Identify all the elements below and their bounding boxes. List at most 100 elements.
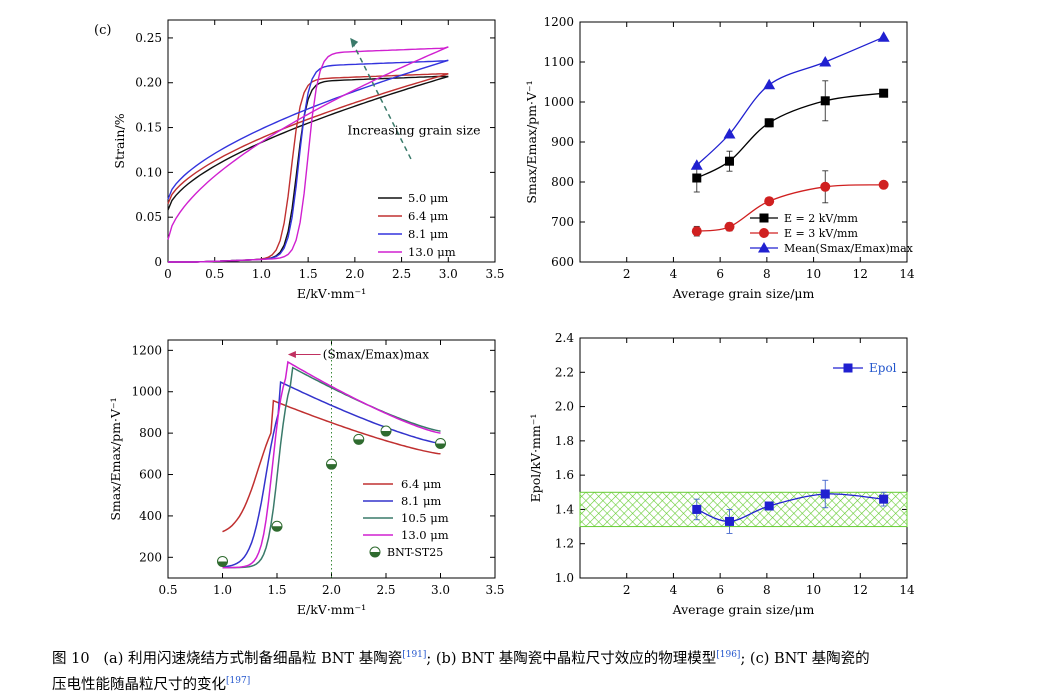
y-tick-label: 1100	[543, 55, 574, 69]
series-curve	[222, 399, 441, 533]
strain-annotation: Increasing grain size	[347, 123, 480, 138]
legend-label-6p4-m: 6.4 μm	[408, 209, 448, 223]
y-tick-label: 2.4	[555, 331, 574, 345]
data-point	[820, 489, 830, 499]
x-axis-label: E/kV·mm⁻¹	[297, 286, 366, 301]
data-point	[692, 173, 702, 183]
y-axis-label: Smax/Emax/pm·V⁻¹	[108, 397, 123, 520]
data-point	[764, 501, 774, 511]
legend-marker-e-2-kv-mm	[759, 213, 769, 223]
figure-canvas: (c) 0 0.5 1.0 1.5 2.0 2.5 3.0 3.500.050.100.150…	[94, 15, 915, 617]
y-tick-label: 0	[154, 255, 162, 269]
data-point	[820, 181, 831, 192]
legend-marker-epol	[843, 363, 853, 373]
caption-line-2: 压电性能随晶粒尺寸的变化[197]	[52, 670, 1012, 696]
data-point	[764, 196, 775, 207]
y-tick-label: 2.2	[555, 365, 574, 379]
x-tick-label: 2.5	[376, 583, 395, 597]
x-tick-label: 10	[806, 267, 821, 281]
plot-frame	[579, 337, 908, 579]
x-tick-label: 8	[763, 583, 771, 597]
x-tick-label: 2	[623, 583, 631, 597]
series-curve	[696, 92, 884, 179]
x-tick-label: 4	[670, 267, 678, 281]
x-tick-label: 12	[853, 267, 868, 281]
x-tick-label: 3.5	[485, 267, 504, 281]
x-tick-label: 10	[806, 583, 821, 597]
smax-field-chart: 0.5 1.0 1.5 2.0 2.5 3.0 3.5 200 400 600 800 1000 120…	[108, 339, 505, 617]
data-point	[723, 128, 736, 139]
x-tick-label: 1.0	[252, 267, 271, 281]
data-point	[878, 179, 889, 190]
y-tick-label: 2.0	[555, 400, 574, 414]
caption-line-1: 图 10 (a) 利用闪速烧结方式制备细晶粒 BNT 基陶瓷[191]; (b)…	[52, 644, 1012, 670]
x-tick-label: 14	[899, 267, 915, 281]
field-series-6p4-m	[222, 399, 441, 533]
x-tick-label: 2.0	[345, 267, 364, 281]
x-tick-label: 0.5	[158, 583, 177, 597]
caption-fig-no: 图 10	[52, 650, 90, 667]
legend-marker-fill-bnt-st25	[370, 552, 380, 557]
data-point	[690, 159, 703, 170]
x-tick-label: 8	[763, 267, 771, 281]
y-axis-label: Smax/Emax/pm·V⁻¹	[524, 80, 539, 203]
field-series-10p5-m	[222, 366, 441, 569]
grain-series-mean-smax-emax-max	[690, 31, 890, 170]
y-axis-label: Epol/kV·mm⁻¹	[528, 414, 543, 503]
x-tick-label: 2	[623, 267, 631, 281]
grain-series-e-3-kv-mm	[691, 170, 889, 237]
legend-label-13p0-m: 13.0 μm	[401, 528, 449, 542]
x-tick-label: 2.0	[322, 583, 341, 597]
y-tick-label: 1000	[131, 385, 162, 399]
scatter-point-fill	[217, 561, 228, 567]
scatter-point-fill	[326, 464, 337, 470]
field-series-8p1-m	[222, 380, 441, 568]
legend-label-6p4-m: 6.4 μm	[401, 477, 441, 491]
x-tick-label: 6	[716, 583, 724, 597]
annotation-arrow-line	[352, 43, 412, 160]
data-point	[692, 504, 702, 514]
legend-label-epol: Epol	[869, 361, 897, 375]
plot-frame	[579, 21, 908, 263]
series-curve	[222, 380, 441, 568]
x-tick-label: 3.0	[431, 583, 450, 597]
series-curve	[222, 366, 441, 569]
field-series-13p0-m	[222, 360, 441, 569]
x-tick-label: 12	[853, 583, 868, 597]
strain-series-5p0-m	[167, 75, 449, 263]
x-tick-label: 1.5	[267, 583, 286, 597]
legend-label-8p1-m: 8.1 μm	[401, 494, 441, 508]
legend-label-e-3-kv-mm: E = 3 kV/mm	[784, 227, 858, 240]
y-tick-label: 1.0	[555, 571, 574, 585]
field-annotation: (Smax/Emax)max	[323, 347, 430, 361]
y-tick-label: 1.2	[555, 537, 574, 551]
strain-chart: 0 0.5 1.0 1.5 2.0 2.5 3.0 3.5 0 0.05 0.10 0.15 0.20 0…	[112, 19, 505, 301]
x-tick-label: 2.5	[392, 267, 411, 281]
y-tick-label: 1000	[543, 95, 574, 109]
y-tick-label: 600	[139, 468, 162, 482]
caption-part-a: (a) 利用闪速烧结方式制备细晶粒 BNT 基陶瓷	[103, 650, 403, 667]
legend-label-mean-smax-emax-max: Mean(Smax/Emax)max	[784, 242, 914, 255]
panel-label: (c)	[94, 23, 111, 38]
caption-ref-c[interactable]: [197]	[226, 675, 251, 686]
data-point	[820, 96, 830, 106]
caption-ref-a[interactable]: [191]	[402, 650, 427, 660]
y-tick-label: 700	[551, 215, 574, 229]
y-tick-label: 800	[139, 426, 162, 440]
caption-line2-text: 压电性能随晶粒尺寸的变化	[52, 676, 226, 693]
smax-grain-chart: 2 4 6 8 10 12 14 600 700 800 900 1000 1100 1200 Averag…	[524, 15, 915, 301]
y-tick-label: 0.10	[135, 165, 162, 179]
y-axis-label: Strain/%	[112, 113, 127, 168]
caption-ref-b[interactable]: [196]	[716, 650, 741, 660]
strain-falling-branch	[167, 73, 449, 204]
y-tick-label: 1200	[131, 343, 162, 357]
y-tick-label: 0.15	[135, 121, 162, 135]
y-tick-label: 1200	[543, 15, 574, 29]
x-tick-label: 1.0	[213, 583, 232, 597]
caption-part-b: ; (b) BNT 基陶瓷中晶粒尺寸效应的物理模型	[426, 650, 717, 667]
data-point	[724, 156, 734, 166]
x-axis-label: Average grain size/μm	[672, 286, 815, 301]
scatter-bnt-st25	[217, 425, 446, 567]
y-tick-label: 0.25	[135, 31, 162, 45]
figure-caption: 图 10 (a) 利用闪速烧结方式制备细晶粒 BNT 基陶瓷[191]; (b)…	[52, 644, 1012, 696]
